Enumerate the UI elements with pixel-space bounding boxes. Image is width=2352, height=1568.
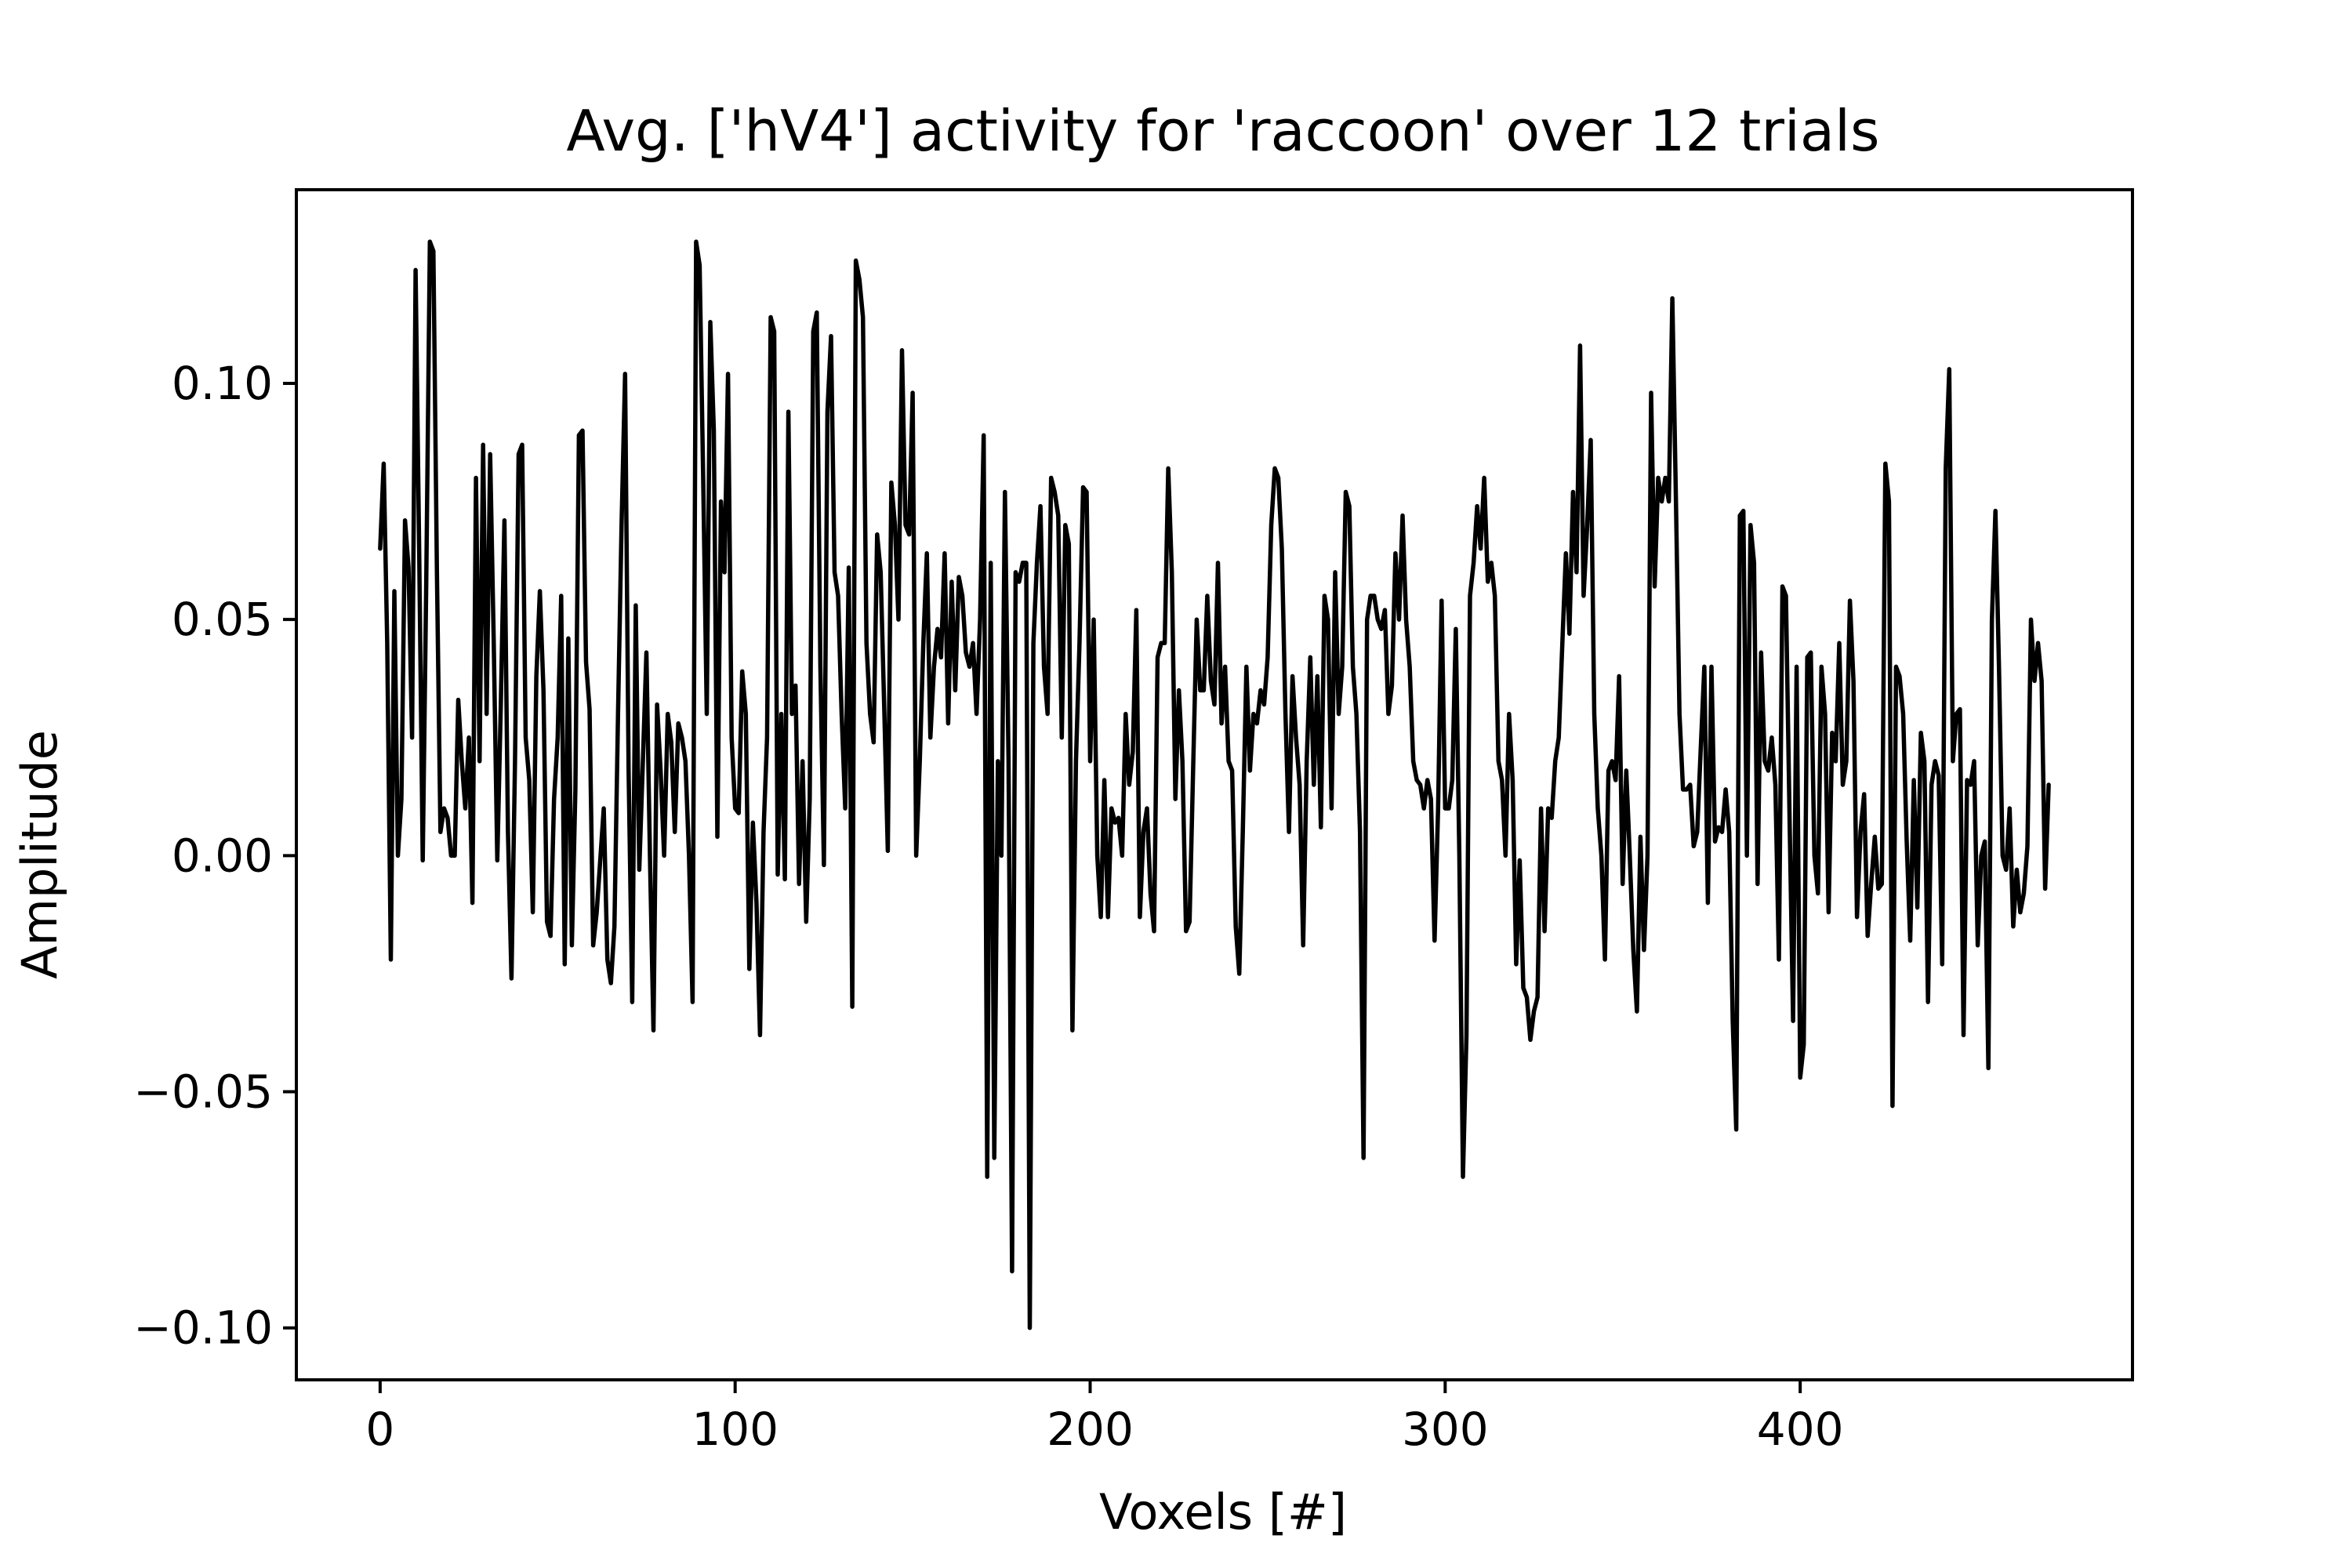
y-tick-label: 0.00: [172, 829, 273, 882]
chart-title: Avg. ['hV4'] activity for 'raccoon' over…: [566, 98, 1879, 164]
x-tick-label: 200: [1047, 1403, 1134, 1456]
plot-frame: [295, 188, 2134, 1381]
x-axis-ticks: 0 100 200 300 400: [365, 1380, 1844, 1456]
y-axis-title: Amplitude: [11, 730, 68, 979]
series-line-0: [378, 239, 2051, 1330]
x-tick-label: 100: [691, 1403, 779, 1456]
x-tick-label: 400: [1757, 1403, 1844, 1456]
x-tick-label: 300: [1402, 1403, 1489, 1456]
plot-area: [295, 188, 2134, 1381]
y-axis-ticks: −0.10 −0.05 0.00 0.05 0.10: [133, 357, 296, 1355]
y-tick-label: 0.10: [172, 357, 273, 410]
y-tick-label: −0.10: [133, 1301, 273, 1355]
y-tick-label: −0.05: [133, 1065, 273, 1119]
x-axis-title: Voxels [#]: [1099, 1483, 1347, 1541]
y-tick-label: 0.05: [172, 593, 273, 646]
x-tick-label: 0: [365, 1403, 394, 1456]
